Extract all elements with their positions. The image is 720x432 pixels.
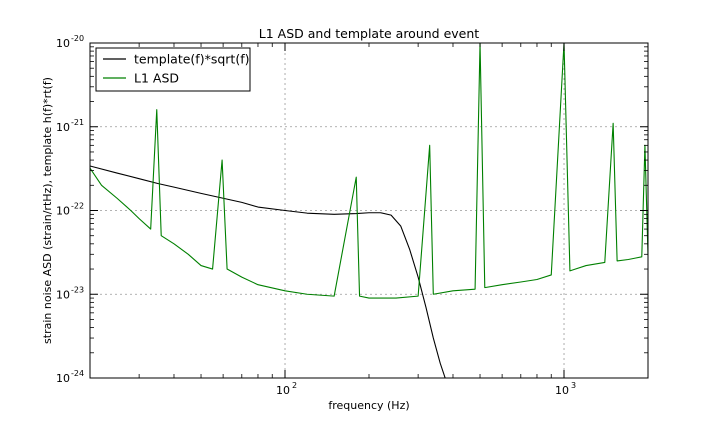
x-tick-label: 10 — [555, 384, 569, 397]
x-axis-label: frequency (Hz) — [328, 399, 409, 412]
y-tick-label-exponent: -23 — [71, 285, 84, 294]
y-tick-label: 10 — [56, 37, 70, 50]
series-line-template-f-sqrt-f — [90, 165, 446, 378]
y-tick-label-exponent: -24 — [71, 369, 84, 378]
y-tick-label: 10 — [56, 288, 70, 301]
legend-box — [95, 47, 251, 92]
x-tick-label-exponent: 3 — [571, 381, 576, 390]
y-tick-label-exponent: -22 — [71, 202, 84, 211]
x-tick-label: 10 — [276, 384, 290, 397]
series-group — [90, 43, 648, 378]
y-tick-label-exponent: -21 — [71, 118, 84, 127]
legend-label-template: template(f)*sqrt(f) — [134, 52, 249, 67]
y-tick-label: 10 — [56, 205, 70, 218]
y-tick-label: 10 — [56, 372, 70, 385]
legend: template(f)*sqrt(f) L1 ASD — [95, 47, 251, 92]
legend-label-l1-asd: L1 ASD — [134, 71, 179, 86]
chart-title: L1 ASD and template around event — [259, 26, 479, 41]
y-tick-label: 10 — [56, 121, 70, 134]
y-axis-label: strain noise ASD (strain/rtHz), template… — [41, 77, 54, 344]
ticks — [89, 42, 649, 379]
y-tick-label-exponent: -20 — [71, 34, 84, 43]
x-tick-label-exponent: 2 — [292, 381, 297, 390]
series-line-l1-asd — [90, 43, 648, 299]
